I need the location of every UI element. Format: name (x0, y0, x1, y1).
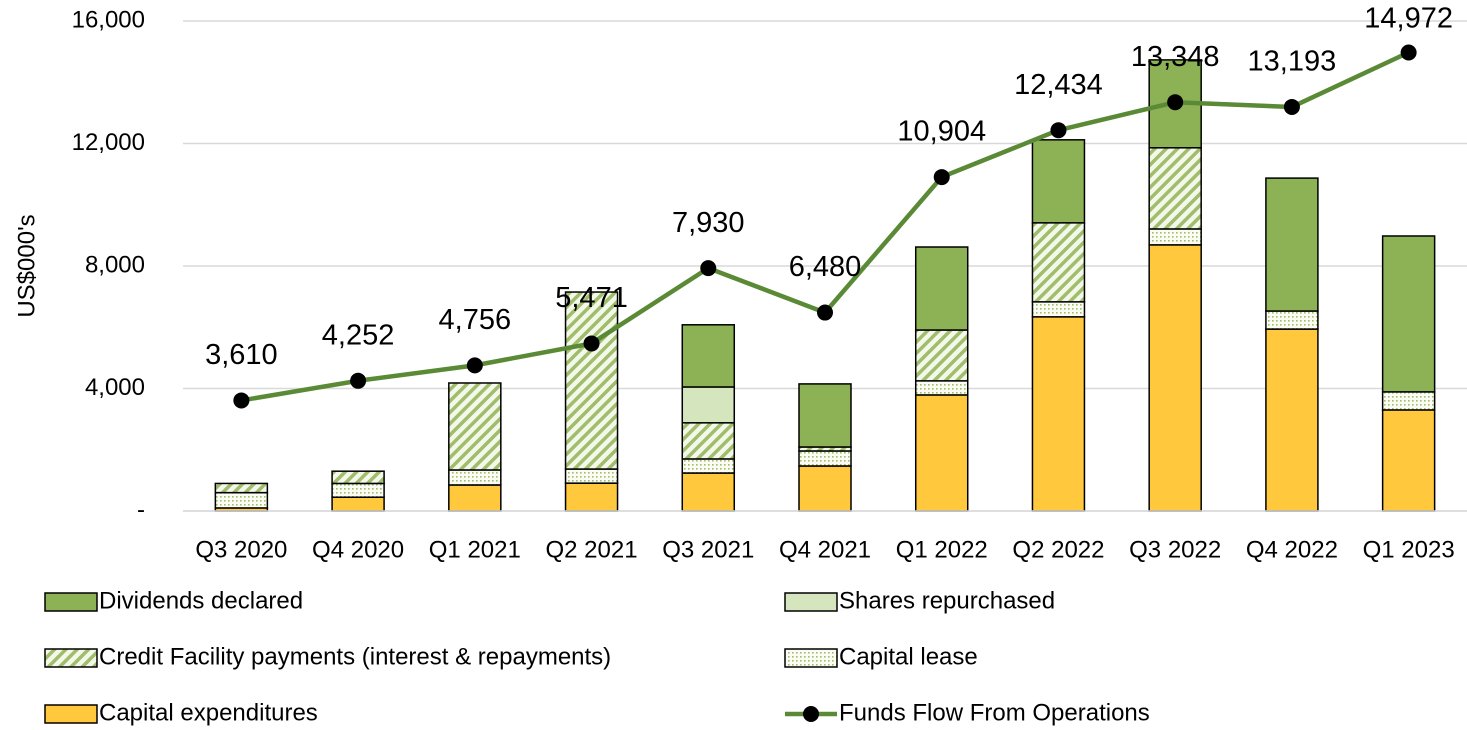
legend-label: Capital expenditures (99, 699, 318, 726)
bar-segment (798, 383, 852, 448)
x-tick-label: Q1 2021 (429, 536, 521, 563)
line-point (700, 260, 717, 277)
x-tick-label: Q4 2022 (1246, 536, 1338, 563)
legend-label: Capital lease (839, 643, 978, 670)
legend-label: Funds Flow From Operations (839, 699, 1150, 726)
bar-segment (331, 482, 385, 498)
bar-segment (681, 386, 736, 424)
data-label: 7,930 (672, 207, 745, 239)
line-point (933, 169, 950, 186)
x-tick-label: Q2 2021 (546, 536, 638, 563)
bar-segment (1265, 310, 1319, 330)
y-axis-label: US$000's (13, 214, 40, 317)
bar-segment (448, 382, 502, 471)
data-label: 4,252 (322, 319, 395, 351)
y-tick-label: 12,000 (72, 129, 145, 156)
line-point (583, 335, 600, 352)
bar-segment (1265, 328, 1319, 512)
bar-segment (1148, 228, 1202, 246)
x-tick-label: Q4 2021 (779, 536, 871, 563)
x-tick-label: Q3 2022 (1129, 536, 1221, 563)
bar-segment (1381, 391, 1436, 411)
bar-segment (1031, 222, 1086, 303)
line-point (233, 392, 250, 409)
bar-segment (681, 422, 736, 460)
bar-segment (1031, 316, 1086, 512)
x-tick-label: Q2 2022 (1012, 536, 1104, 563)
bar-segment (681, 472, 736, 512)
bar-segment (1265, 177, 1319, 312)
bar-segment (914, 329, 969, 382)
data-label: 5,471 (555, 282, 628, 314)
bar-segment (798, 465, 852, 512)
bar-segment (681, 324, 736, 388)
bar-segment (798, 450, 852, 467)
legend-label: Credit Facility payments (interest & rep… (99, 643, 611, 670)
x-tick-label: Q1 2022 (896, 536, 988, 563)
y-tick-label: 16,000 (72, 6, 145, 33)
bar-segment (448, 484, 502, 512)
y-tick-label: 8,000 (85, 251, 145, 278)
bar-segment (1148, 147, 1202, 230)
bar-segment (914, 380, 969, 396)
legend-swatch (44, 592, 98, 612)
x-tick-label: Q4 2020 (312, 536, 404, 563)
bar-segment (1148, 244, 1202, 512)
bar-segment (331, 470, 385, 485)
bar-segment (914, 394, 969, 512)
bar-segment (564, 482, 619, 512)
x-tick-label: Q3 2020 (195, 536, 287, 563)
bar-segment (564, 468, 619, 484)
bar-segment (214, 491, 269, 509)
legend-swatch (44, 704, 98, 724)
bar-segment (681, 458, 736, 474)
bar-segment (448, 469, 502, 486)
data-label: 14,972 (1364, 3, 1453, 35)
data-label: 3,610 (205, 339, 278, 371)
data-label: 10,904 (897, 116, 986, 148)
bar-segment (1381, 409, 1436, 512)
bar-segment (1381, 235, 1436, 393)
bar-segment (214, 482, 269, 494)
line-point (1167, 94, 1184, 111)
data-label: 13,193 (1248, 46, 1337, 78)
legend-swatch (44, 648, 98, 668)
legend-label: Shares repurchased (839, 587, 1055, 614)
data-label: 4,756 (439, 304, 512, 336)
legend-swatch (784, 592, 838, 612)
data-label: 12,434 (1014, 69, 1103, 101)
line-point (1400, 44, 1417, 61)
x-tick-label: Q1 2023 (1363, 536, 1455, 563)
bar-segment (564, 291, 619, 470)
bar-segment (914, 246, 969, 331)
data-label: 6,480 (789, 251, 862, 283)
line-point (817, 304, 833, 321)
bar-segment (1031, 301, 1086, 318)
y-tick-label: - (137, 496, 145, 523)
legend-marker (803, 706, 819, 722)
line-series (240, 50, 1410, 403)
line-point (1050, 122, 1067, 139)
line-point (1283, 98, 1300, 115)
x-tick-label: Q3 2021 (662, 536, 754, 563)
legend-label: Dividends declared (99, 587, 303, 614)
legend-swatch (784, 648, 838, 668)
line-point (350, 372, 367, 389)
line-point (466, 357, 483, 374)
data-label: 13,348 (1131, 41, 1220, 73)
y-tick-label: 4,000 (85, 374, 145, 401)
bar-segment (331, 496, 385, 512)
bar-segment (1031, 139, 1086, 224)
